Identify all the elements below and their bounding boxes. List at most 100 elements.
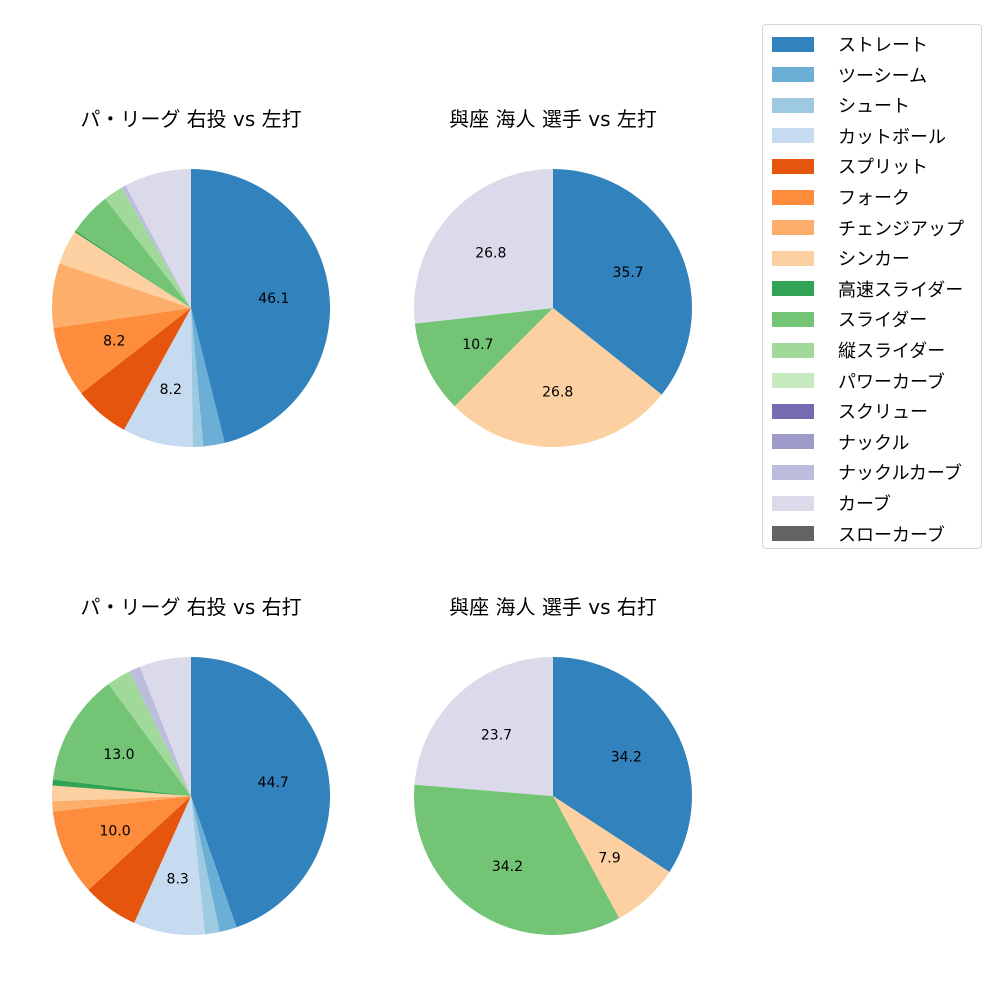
pie-slice bbox=[414, 657, 553, 796]
legend-label: スクリュー bbox=[838, 402, 928, 424]
legend-label: シュート bbox=[838, 96, 910, 118]
slice-percent-label: 8.2 bbox=[160, 382, 182, 398]
legend-item: 高速スライダー bbox=[772, 278, 964, 301]
pie-slice bbox=[191, 308, 204, 447]
pie-slice bbox=[88, 796, 191, 923]
slice-percent-label: 23.7 bbox=[481, 728, 512, 744]
legend-label: シンカー bbox=[838, 249, 910, 271]
legend-item: チェンジアップ bbox=[772, 217, 964, 240]
pie-slice bbox=[52, 796, 192, 812]
legend-label: 高速スライダー bbox=[838, 279, 964, 301]
legend: ストレートツーシームシュートカットボール スプリットフォークチェンジアップ シンカー… bbox=[762, 24, 982, 549]
pie-slice bbox=[191, 657, 331, 928]
legend-swatch bbox=[772, 464, 814, 480]
legend-label: ツーシーム bbox=[838, 65, 928, 87]
chart-title-league-vs-right: パ・リーグ 右投 vs 右打 bbox=[80, 595, 302, 619]
legend-label: カーブ bbox=[838, 494, 891, 515]
legend-swatch bbox=[772, 526, 814, 542]
pie-slice bbox=[74, 230, 191, 308]
pie-slice bbox=[81, 308, 191, 430]
pie-slice bbox=[125, 169, 191, 308]
slice-percent-label: 8.2 bbox=[103, 334, 125, 350]
legend-item: ストレート bbox=[772, 33, 928, 56]
slice-percent-label: 10.7 bbox=[462, 337, 493, 353]
pie-slice bbox=[191, 796, 220, 935]
legend-swatch bbox=[772, 250, 814, 266]
legend-label: フォーク bbox=[838, 188, 910, 209]
chart-title-player-vs-right: 與座 海人 選手 vs 右打 bbox=[449, 595, 657, 619]
legend-swatch bbox=[772, 36, 814, 52]
pie-slice bbox=[75, 198, 191, 308]
legend-swatch bbox=[772, 158, 814, 174]
pie-slice bbox=[414, 784, 620, 935]
legend-label: スローカーブ bbox=[838, 524, 945, 546]
pie-slice bbox=[59, 232, 192, 308]
legend-label: ナックルカーブ bbox=[838, 463, 962, 485]
slice-percent-label: 46.1 bbox=[258, 291, 289, 307]
legend-item: シュート bbox=[772, 94, 910, 118]
legend-item: カーブ bbox=[772, 492, 891, 515]
legend-label: スライダー bbox=[838, 310, 928, 332]
legend-swatch bbox=[772, 373, 814, 389]
pie-slice bbox=[134, 796, 205, 936]
pie-slice bbox=[414, 169, 553, 324]
legend-swatch bbox=[772, 67, 814, 83]
slice-percent-label: 26.8 bbox=[475, 245, 506, 261]
slice-percent-label: 7.9 bbox=[598, 850, 620, 866]
legend-label: ストレート bbox=[838, 35, 928, 56]
legend-label: カットボール bbox=[838, 126, 946, 148]
legend-swatch bbox=[772, 434, 814, 450]
pie-slice bbox=[553, 657, 692, 872]
chart-title-league-vs-left: パ・リーグ 右投 vs 左打 bbox=[80, 107, 302, 131]
legend-item: シンカー bbox=[772, 247, 910, 271]
pie-slice bbox=[51, 785, 191, 802]
pie-slice bbox=[191, 796, 237, 933]
pie-slice bbox=[52, 796, 191, 890]
legend-item: スクリュー bbox=[772, 400, 928, 424]
slice-percent-label: 8.3 bbox=[167, 871, 189, 887]
chart-title-player-vs-left: 與座 海人 選手 vs 左打 bbox=[449, 107, 657, 131]
legend-item: 縦スライダー bbox=[772, 339, 946, 362]
legend-item: ツーシーム bbox=[772, 64, 928, 87]
legend-swatch bbox=[772, 281, 814, 297]
legend-item: スライダー bbox=[772, 308, 928, 332]
pie-slice bbox=[124, 308, 193, 447]
legend-swatch bbox=[772, 495, 814, 511]
pie-slice bbox=[53, 308, 192, 394]
pie-slice bbox=[52, 779, 191, 796]
legend-item: スプリット bbox=[772, 155, 928, 179]
pie-slice bbox=[129, 666, 191, 796]
pie-slice bbox=[454, 308, 662, 447]
legend-item: カットボール bbox=[772, 125, 946, 148]
legend-swatch bbox=[772, 220, 814, 236]
legend-swatch bbox=[772, 403, 814, 419]
legend-swatch bbox=[772, 128, 814, 144]
legend-label: チェンジアップ bbox=[838, 218, 964, 240]
pie-slice bbox=[108, 671, 191, 796]
pie-slice bbox=[139, 657, 191, 796]
legend-item: ナックル bbox=[772, 431, 909, 454]
pie-slice bbox=[105, 187, 191, 308]
slice-percent-label: 34.2 bbox=[492, 859, 523, 875]
legend-item: フォーク bbox=[772, 186, 910, 209]
pie-slice bbox=[414, 308, 553, 407]
pie-slice bbox=[121, 185, 191, 308]
legend-label: パワーカーブ bbox=[838, 371, 945, 393]
legend-swatch bbox=[772, 189, 814, 205]
legend-label: スプリット bbox=[838, 157, 928, 179]
legend-swatch bbox=[772, 311, 814, 327]
slice-percent-label: 34.2 bbox=[611, 749, 642, 765]
slice-percent-label: 26.8 bbox=[542, 384, 573, 400]
pie-slice bbox=[191, 308, 225, 447]
pie-slice bbox=[191, 169, 331, 443]
pie-slice bbox=[553, 796, 670, 919]
legend-item: ナックルカーブ bbox=[772, 461, 962, 485]
slice-percent-label: 13.0 bbox=[103, 747, 134, 763]
legend-label: 縦スライダー bbox=[838, 341, 946, 362]
pie-slice bbox=[553, 169, 692, 395]
pie-slice bbox=[51, 263, 191, 329]
